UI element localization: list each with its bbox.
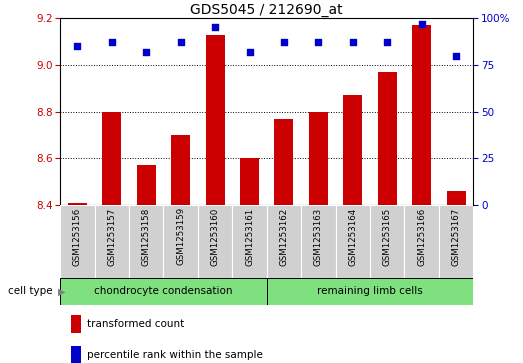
Text: cell type: cell type xyxy=(8,286,52,296)
Point xyxy=(211,25,219,30)
Bar xyxy=(240,158,259,205)
Title: GDS5045 / 212690_at: GDS5045 / 212690_at xyxy=(190,3,343,17)
FancyBboxPatch shape xyxy=(267,278,473,305)
Bar xyxy=(71,346,81,363)
Point xyxy=(176,40,185,45)
Text: GSM1253162: GSM1253162 xyxy=(279,207,289,265)
Point xyxy=(245,49,254,55)
Bar xyxy=(412,25,431,205)
Text: chondrocyte condensation: chondrocyte condensation xyxy=(94,286,233,296)
FancyBboxPatch shape xyxy=(439,205,473,278)
FancyBboxPatch shape xyxy=(404,205,439,278)
Bar xyxy=(68,203,87,205)
FancyBboxPatch shape xyxy=(129,205,163,278)
Bar xyxy=(343,95,362,205)
Bar xyxy=(378,72,397,205)
FancyBboxPatch shape xyxy=(60,278,267,305)
Bar xyxy=(447,191,465,205)
Point xyxy=(417,21,426,26)
Point xyxy=(108,40,116,45)
Text: GSM1253163: GSM1253163 xyxy=(314,207,323,265)
Point xyxy=(280,40,288,45)
Point xyxy=(314,40,323,45)
Text: GSM1253160: GSM1253160 xyxy=(211,207,220,265)
Bar xyxy=(171,135,190,205)
Text: GSM1253161: GSM1253161 xyxy=(245,207,254,265)
Text: GSM1253165: GSM1253165 xyxy=(383,207,392,265)
Text: transformed count: transformed count xyxy=(87,319,184,329)
FancyBboxPatch shape xyxy=(370,205,404,278)
Point xyxy=(383,40,391,45)
Text: GSM1253167: GSM1253167 xyxy=(451,207,461,265)
Text: GSM1253159: GSM1253159 xyxy=(176,207,185,265)
FancyBboxPatch shape xyxy=(60,205,95,278)
FancyBboxPatch shape xyxy=(301,205,336,278)
Text: ▶: ▶ xyxy=(58,286,65,296)
Bar xyxy=(309,111,328,205)
Text: GSM1253164: GSM1253164 xyxy=(348,207,357,265)
Text: GSM1253158: GSM1253158 xyxy=(142,207,151,265)
Text: GSM1253156: GSM1253156 xyxy=(73,207,82,265)
Bar xyxy=(275,119,293,205)
Point xyxy=(142,49,151,55)
Bar xyxy=(71,315,81,333)
Point xyxy=(452,53,460,58)
FancyBboxPatch shape xyxy=(95,205,129,278)
Bar xyxy=(137,166,156,205)
Point xyxy=(349,40,357,45)
Text: remaining limb cells: remaining limb cells xyxy=(317,286,423,296)
FancyBboxPatch shape xyxy=(198,205,232,278)
FancyBboxPatch shape xyxy=(267,205,301,278)
Text: percentile rank within the sample: percentile rank within the sample xyxy=(87,350,263,360)
FancyBboxPatch shape xyxy=(336,205,370,278)
FancyBboxPatch shape xyxy=(163,205,198,278)
Point xyxy=(73,43,82,49)
FancyBboxPatch shape xyxy=(232,205,267,278)
Text: GSM1253157: GSM1253157 xyxy=(107,207,116,265)
Bar xyxy=(206,34,224,205)
Text: GSM1253166: GSM1253166 xyxy=(417,207,426,265)
Bar xyxy=(103,111,121,205)
